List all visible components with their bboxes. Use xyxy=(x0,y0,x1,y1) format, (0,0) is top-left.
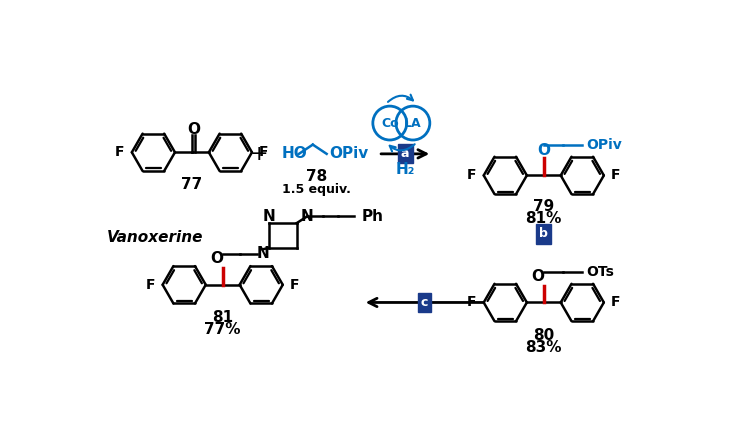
Text: F: F xyxy=(290,278,299,292)
Text: 79: 79 xyxy=(533,199,554,214)
Text: 81%: 81% xyxy=(526,211,562,226)
Text: F: F xyxy=(611,296,621,310)
Text: Co: Co xyxy=(381,116,399,129)
Text: 77%: 77% xyxy=(204,322,241,337)
Text: LA: LA xyxy=(404,116,422,129)
Text: 78: 78 xyxy=(306,169,327,185)
Text: a: a xyxy=(401,147,409,160)
Text: HO: HO xyxy=(282,146,307,161)
Text: H₂: H₂ xyxy=(395,162,415,177)
Text: 81: 81 xyxy=(212,310,234,325)
Text: OPiv: OPiv xyxy=(586,138,622,151)
Text: F: F xyxy=(467,296,477,310)
Text: 1.5 equiv.: 1.5 equiv. xyxy=(283,183,351,196)
Text: F: F xyxy=(467,168,477,182)
Text: b: b xyxy=(539,228,548,241)
Text: O: O xyxy=(187,122,200,137)
Text: O: O xyxy=(210,251,223,266)
Text: OTs: OTs xyxy=(586,265,614,279)
Text: F: F xyxy=(115,145,124,159)
Text: N: N xyxy=(300,209,313,224)
Text: O: O xyxy=(531,269,544,284)
Text: N: N xyxy=(256,246,269,262)
Text: 80: 80 xyxy=(533,328,554,343)
Text: N: N xyxy=(263,209,275,224)
Text: F: F xyxy=(146,278,155,292)
Text: Ph: Ph xyxy=(362,209,384,224)
Text: O: O xyxy=(537,143,550,158)
Text: F: F xyxy=(611,168,621,182)
Text: 83%: 83% xyxy=(526,340,562,355)
Text: Vanoxerine: Vanoxerine xyxy=(107,229,203,245)
Text: c: c xyxy=(421,296,428,309)
Text: +: + xyxy=(250,144,268,164)
Text: OPiv: OPiv xyxy=(329,146,369,161)
Text: 77: 77 xyxy=(182,177,203,192)
Text: F: F xyxy=(259,145,269,159)
